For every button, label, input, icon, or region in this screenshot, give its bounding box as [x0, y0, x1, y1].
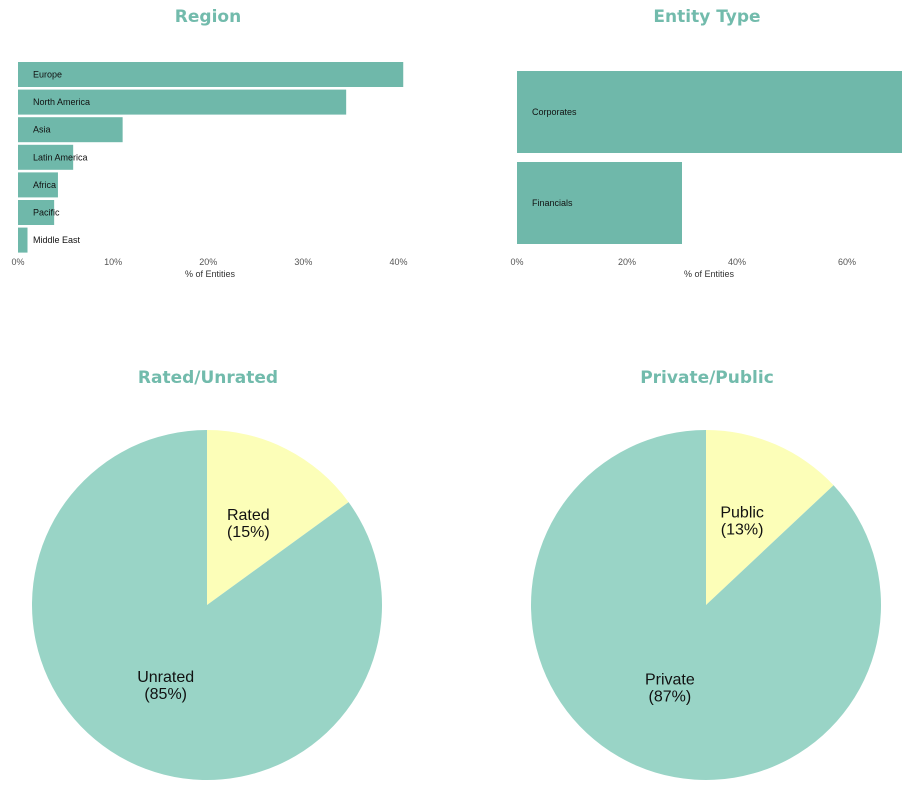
x-tick-label: 30%: [294, 257, 312, 267]
rated-unrated-chart-title: Rated/Unrated: [138, 368, 278, 388]
bar-asia: [18, 117, 123, 143]
bar-latin-america: [18, 144, 74, 170]
bar-label: Middle East: [33, 235, 81, 245]
pie-pct-public: (13%): [721, 521, 764, 538]
bar-middle-east: [18, 227, 28, 253]
x-tick-label: 0%: [510, 257, 523, 267]
bar-label: Pacific: [33, 208, 60, 218]
x-tick-label: 10%: [104, 257, 122, 267]
x-tick-label: 20%: [199, 257, 217, 267]
bar-financials: [517, 162, 682, 244]
pie-pct-unrated: (85%): [144, 686, 187, 703]
pie-label-rated: Rated: [227, 507, 270, 524]
x-tick-label: 40%: [728, 257, 746, 267]
pie-slice-private: [530, 430, 881, 780]
x-tick-label: 40%: [389, 257, 407, 267]
rated-unrated-pie-chart: Rated/Unrated Rated(15%) Unrated(85%): [31, 368, 382, 781]
pie-label-public: Public: [720, 504, 764, 521]
bar-label: Asia: [33, 125, 51, 135]
bar-label: Corporates: [532, 107, 577, 117]
private-public-chart-title: Private/Public: [640, 368, 774, 388]
bar-europe: [18, 62, 404, 87]
region-bar-chart: Region Europe North America Asia Latin Amer…: [11, 7, 407, 279]
private-public-pie-chart: Private/Public Public(13%) Private(87%): [530, 368, 881, 780]
region-chart-title: Region: [175, 7, 241, 27]
bar-label: Africa: [33, 180, 56, 190]
bar-label: Latin America: [33, 152, 88, 162]
entity-type-chart-title: Entity Type: [653, 7, 760, 27]
pie-slice-rated: [207, 430, 349, 605]
bar-label: North America: [33, 97, 90, 107]
pie-label-unrated: Unrated: [137, 669, 194, 686]
pie-pct-private: (87%): [649, 689, 692, 706]
pie-slice-unrated: [31, 430, 382, 781]
bar-label: Europe: [33, 70, 62, 80]
bar-pacific: [18, 200, 55, 225]
bar-label: Financials: [532, 198, 573, 208]
pie-label-private: Private: [645, 672, 695, 689]
x-tick-label: 20%: [618, 257, 636, 267]
region-x-axis-label: % of Entities: [185, 269, 236, 279]
pie-pct-rated: (15%): [227, 524, 270, 541]
bar-north-america: [18, 89, 347, 115]
x-tick-label: 60%: [838, 257, 856, 267]
bar-africa: [18, 172, 58, 198]
entity-type-x-axis-label: % of Entities: [684, 269, 735, 279]
pie-slice-public: [706, 430, 834, 605]
bar-corporates: [517, 71, 902, 153]
x-tick-label: 0%: [11, 257, 24, 267]
entity-type-bar-chart: Entity Type Corporates Financials 0% 20% 40…: [510, 7, 902, 279]
